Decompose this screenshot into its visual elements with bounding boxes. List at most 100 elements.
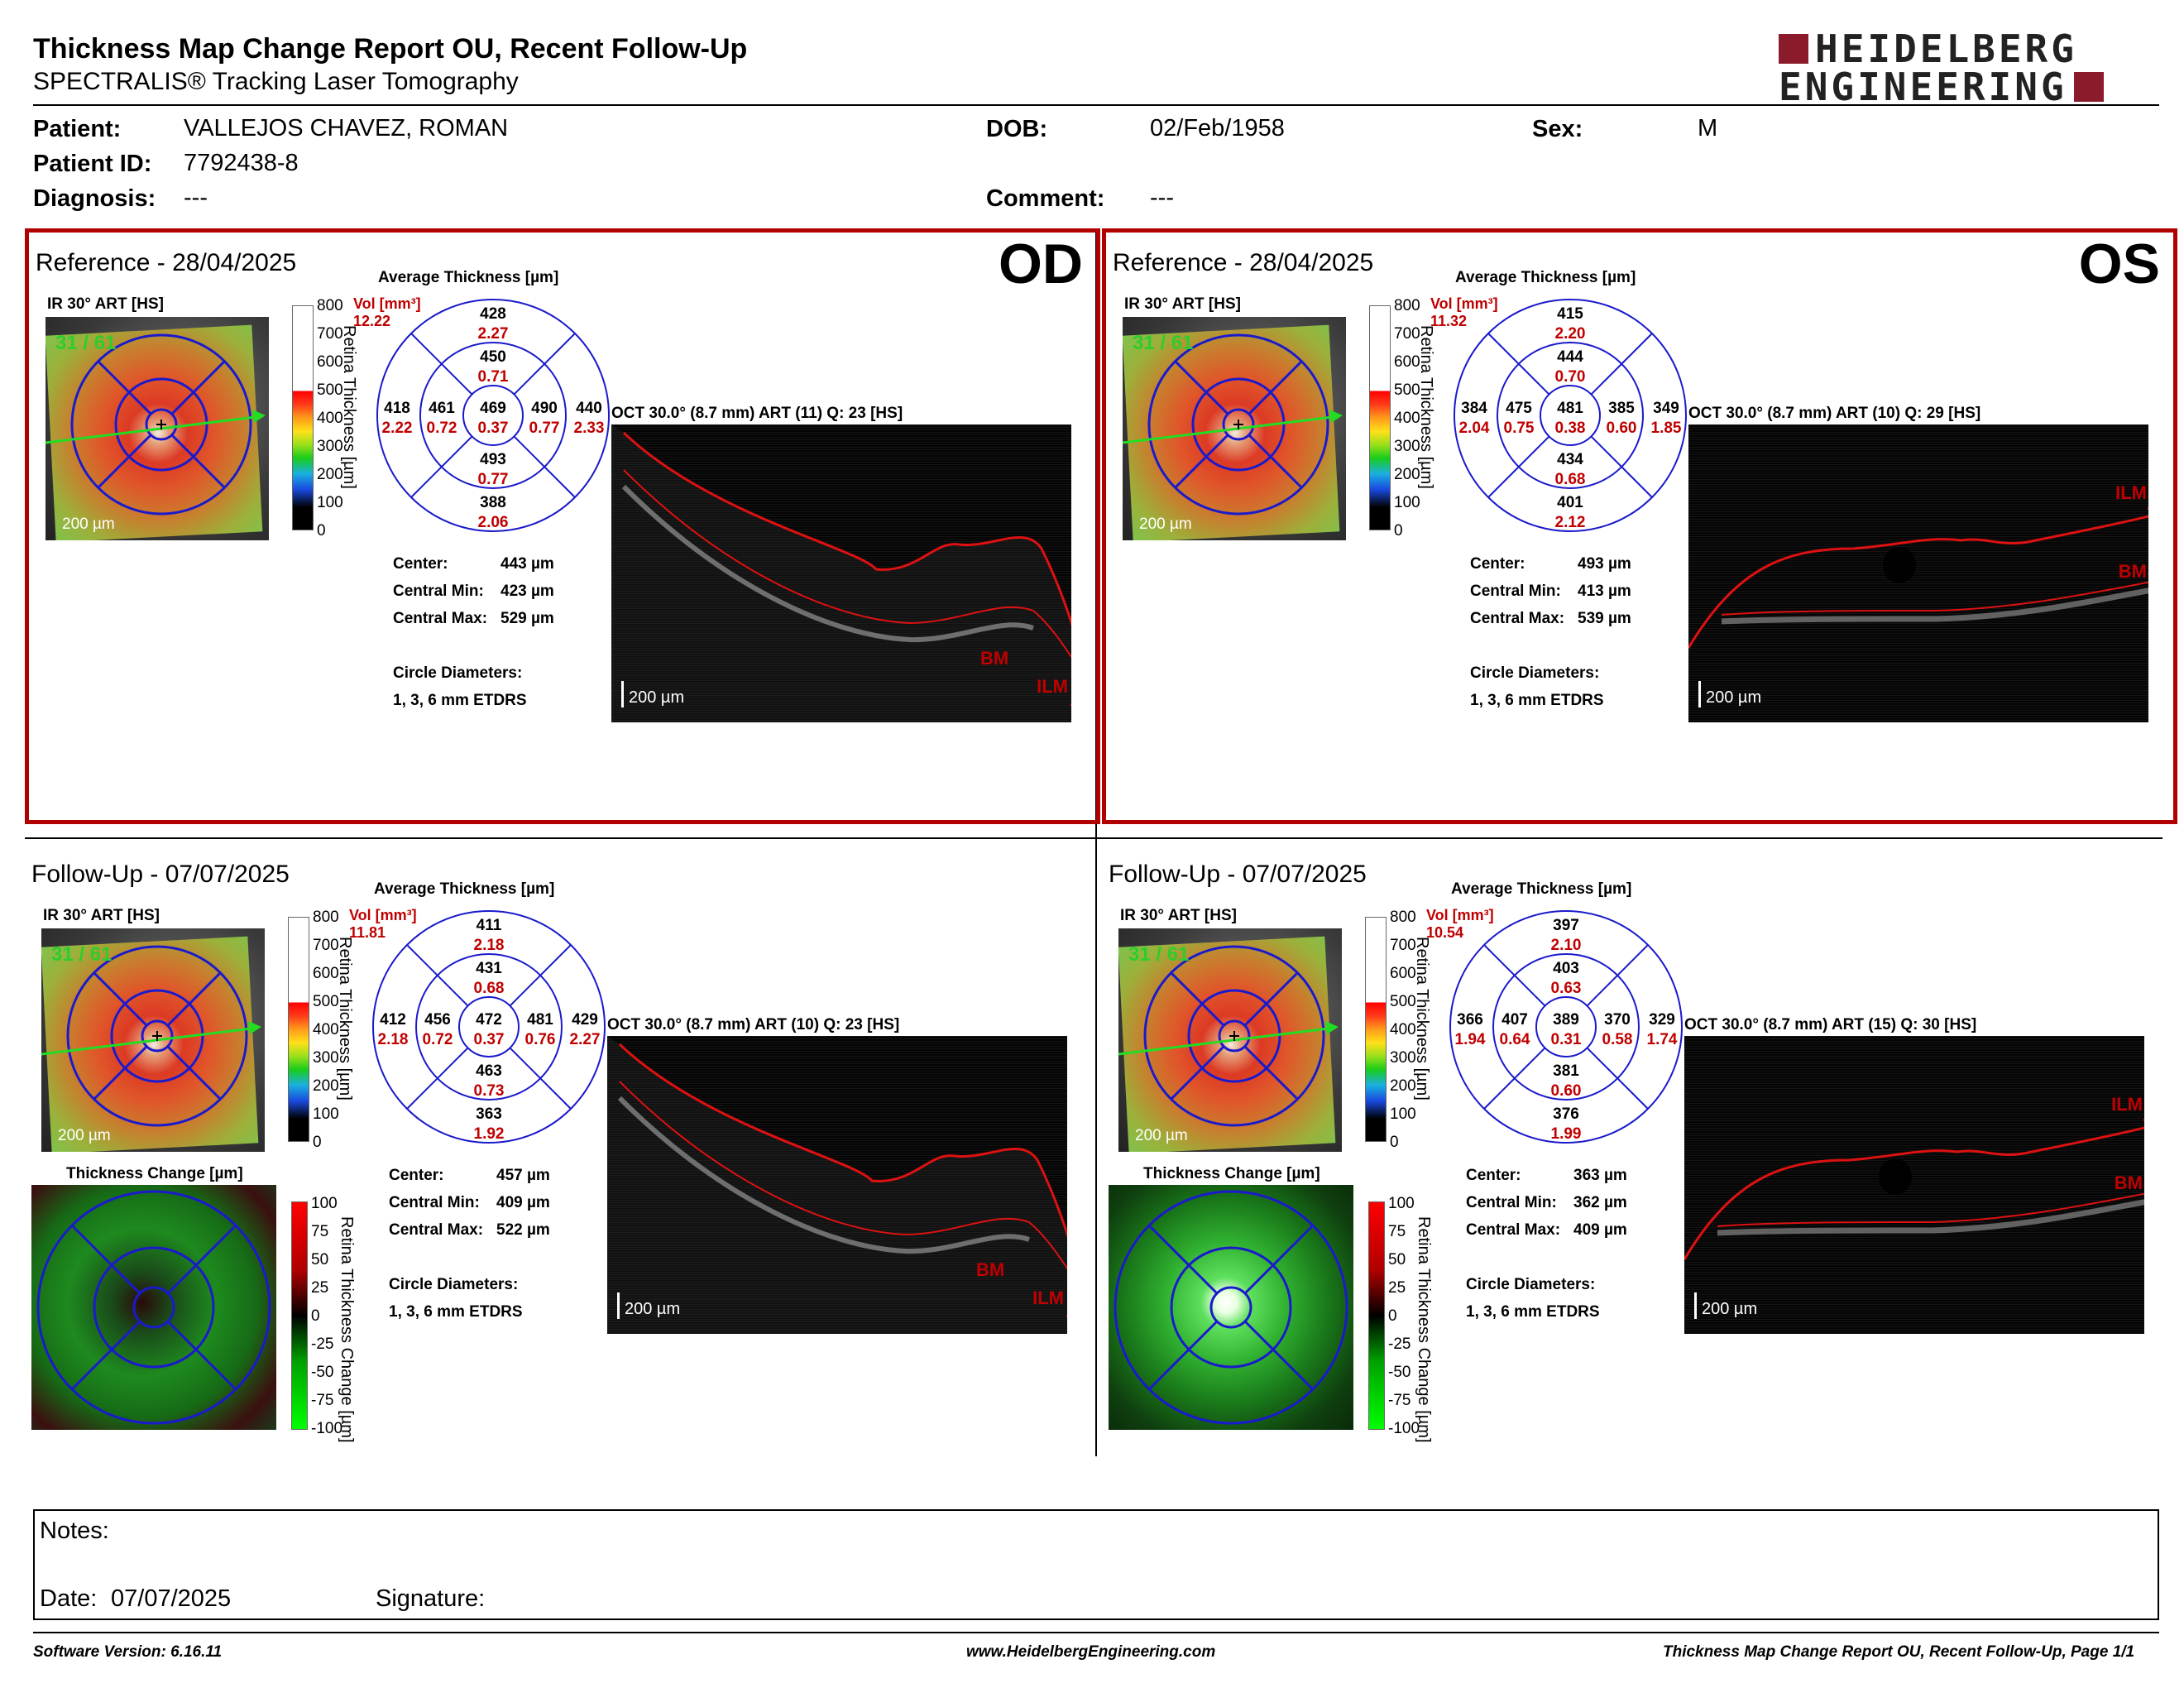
circle-diam-label: Circle Diameters: (393, 664, 523, 682)
ir-label: IR 30° ART [HS] (1124, 295, 1241, 313)
ir-fundus-image[interactable]: 31 / 61 200 µm (1123, 317, 1346, 540)
etdrs-inner_left-volume: 0.75 (1504, 420, 1535, 437)
avg-thickness-label: Average Thickness [µm] (374, 880, 555, 898)
central-min-label: Central Min: (393, 583, 484, 600)
change-tick: -50 (311, 1364, 334, 1381)
ir-label: IR 30° ART [HS] (1120, 907, 1237, 924)
etdrs-grid: 481 0.38 444 0.70 434 0.68 475 0.75 385 0.60 415 2.… (1450, 295, 1690, 539)
diagnosis-label: Diagnosis: (33, 185, 156, 212)
ir-ratio: 31 / 61 (1128, 943, 1190, 966)
etdrs-inner_inf-volume: 0.77 (478, 471, 509, 488)
thickness-tick: 400 (313, 1021, 339, 1038)
thickness-tick: 800 (313, 909, 339, 926)
change-tick: 100 (1388, 1195, 1415, 1212)
thickness-axis-label: Retina Thickness [µm] (336, 937, 354, 1101)
thickness-tick: 300 (313, 1049, 339, 1067)
etdrs-center-thickness: 472 (476, 1011, 502, 1029)
ir-ratio: 31 / 61 (1133, 332, 1194, 354)
center-divider (1095, 228, 1097, 1456)
circle-diam-value: 1, 3, 6 mm ETDRS (393, 692, 527, 709)
comment-value: --- (1150, 185, 1174, 211)
oct-label: OCT 30.0° (8.7 mm) ART (10) Q: 23 [HS] (607, 1016, 900, 1033)
ir-fundus-image[interactable]: 31 / 61 200 µm (1118, 928, 1342, 1152)
oct-label: OCT 30.0° (8.7 mm) ART (15) Q: 30 [HS] (1684, 1016, 1977, 1033)
date-label: Date: (40, 1585, 98, 1612)
etdrs-grid: 472 0.37 431 0.68 463 0.73 456 0.72 481 0.76 411 2.… (369, 907, 609, 1151)
central-min-value: 409 µm (496, 1194, 550, 1211)
etdrs-outer_sup-thickness: 411 (477, 917, 502, 934)
panel-od_ref: Reference - 28/04/2025 OD IR 30° ART [HS] … (25, 228, 1100, 824)
etdrs-inner_left-volume: 0.64 (1500, 1031, 1530, 1048)
oct-label: OCT 30.0° (8.7 mm) ART (11) Q: 23 [HS] (611, 405, 903, 422)
thickness-tick: 600 (1394, 353, 1420, 371)
etdrs-inner_left-thickness: 407 (1502, 1011, 1528, 1029)
etdrs-inner_inf-thickness: 493 (480, 451, 506, 468)
etdrs-outer_right-volume: 2.27 (570, 1031, 601, 1048)
etdrs-inner_sup-thickness: 431 (476, 960, 502, 977)
change-tick: -25 (1388, 1336, 1411, 1353)
etdrs-outer_right-thickness: 440 (576, 400, 602, 417)
etdrs-inner_right-thickness: 385 (1608, 400, 1635, 417)
thickness-colorbar (1369, 305, 1391, 530)
etdrs-outer_inf-thickness: 363 (476, 1105, 502, 1123)
ir-fundus-image[interactable]: 31 / 61 200 µm (46, 317, 269, 540)
center-label: Center: (389, 1167, 444, 1184)
etdrs-outer_left-volume: 2.04 (1459, 420, 1490, 437)
thickness-tick: 500 (317, 381, 343, 399)
etdrs-inner_sup-thickness: 450 (480, 348, 506, 366)
etdrs-inner_sup-volume: 0.70 (1555, 368, 1586, 386)
circle-diam-value: 1, 3, 6 mm ETDRS (1470, 692, 1604, 709)
circle-diam-label: Circle Diameters: (389, 1276, 519, 1293)
thickness-change-map[interactable] (31, 1185, 276, 1430)
dob-label: DOB: (986, 116, 1048, 142)
etdrs-center-volume: 0.37 (478, 420, 509, 437)
etdrs-inner_left-thickness: 475 (1506, 400, 1532, 417)
notes-box[interactable] (33, 1509, 2159, 1620)
etdrs-outer_inf-volume: 1.92 (474, 1125, 505, 1143)
thickness-tick: 600 (313, 965, 339, 982)
central-min-label: Central Min: (1466, 1194, 1557, 1211)
etdrs-inner_inf-volume: 0.73 (474, 1082, 505, 1100)
central-max-value: 409 µm (1573, 1221, 1627, 1239)
eye-label: OD (999, 233, 1083, 295)
oct-scale-label: 200 µm (1698, 681, 1761, 707)
etdrs-inner_left-volume: 0.72 (427, 420, 457, 437)
change-tick: -75 (1388, 1392, 1411, 1409)
oct-bscan[interactable]: 200 µm ILM BM (611, 424, 1071, 722)
oct-bscan[interactable]: 200 µm ILM BM (1684, 1036, 2144, 1334)
center-label: Center: (393, 555, 448, 573)
thickness-colorbar (1365, 917, 1387, 1142)
logo-line-1: HEIDELBERG (1815, 26, 2077, 71)
bm-label: BM (2114, 1172, 2143, 1193)
thickness-tick: 300 (317, 438, 343, 455)
thickness-tick: 500 (1394, 381, 1420, 399)
oct-bscan[interactable]: 200 µm ILM BM (607, 1036, 1067, 1334)
thickness-tick: 600 (1390, 965, 1416, 982)
thickness-colorbar (288, 917, 309, 1142)
etdrs-inner_left-thickness: 461 (429, 400, 455, 417)
etdrs-inner_inf-volume: 0.60 (1551, 1082, 1582, 1100)
thickness-tick: 700 (317, 325, 343, 343)
thickness-change-map[interactable] (1109, 1185, 1353, 1430)
etdrs-outer_sup-thickness: 415 (1557, 305, 1583, 323)
vol-total: 11.32 (1430, 313, 1468, 329)
diagnosis-value: --- (184, 185, 208, 211)
etdrs-inner_sup-volume: 0.71 (478, 368, 509, 386)
thickness-tick: 0 (313, 1134, 322, 1151)
thickness-tick: 800 (317, 297, 343, 314)
ir-fundus-image[interactable]: 31 / 61 200 µm (41, 928, 265, 1152)
thickness-tick: 400 (317, 410, 343, 427)
etdrs-inner_inf-thickness: 434 (1557, 451, 1583, 468)
ir-label: IR 30° ART [HS] (47, 295, 164, 313)
central-min-value: 362 µm (1573, 1194, 1627, 1211)
comment-label: Comment: (986, 185, 1105, 212)
eye-label: OS (2078, 233, 2160, 295)
thickness-tick: 700 (1394, 325, 1420, 343)
central-min-label: Central Min: (1470, 583, 1561, 600)
oct-bscan[interactable]: 200 µm ILM BM (1688, 424, 2148, 722)
etdrs-inner_right-volume: 0.77 (529, 420, 560, 437)
change-axis-label: Retina Thickness Change [µm] (338, 1216, 356, 1443)
vol-total: 11.81 (349, 924, 386, 941)
panel-os_fu: Follow-Up - 07/07/2025 IR 30° ART [HS] 31… (1102, 844, 2177, 1443)
change-label: Thickness Change [µm] (66, 1165, 243, 1182)
